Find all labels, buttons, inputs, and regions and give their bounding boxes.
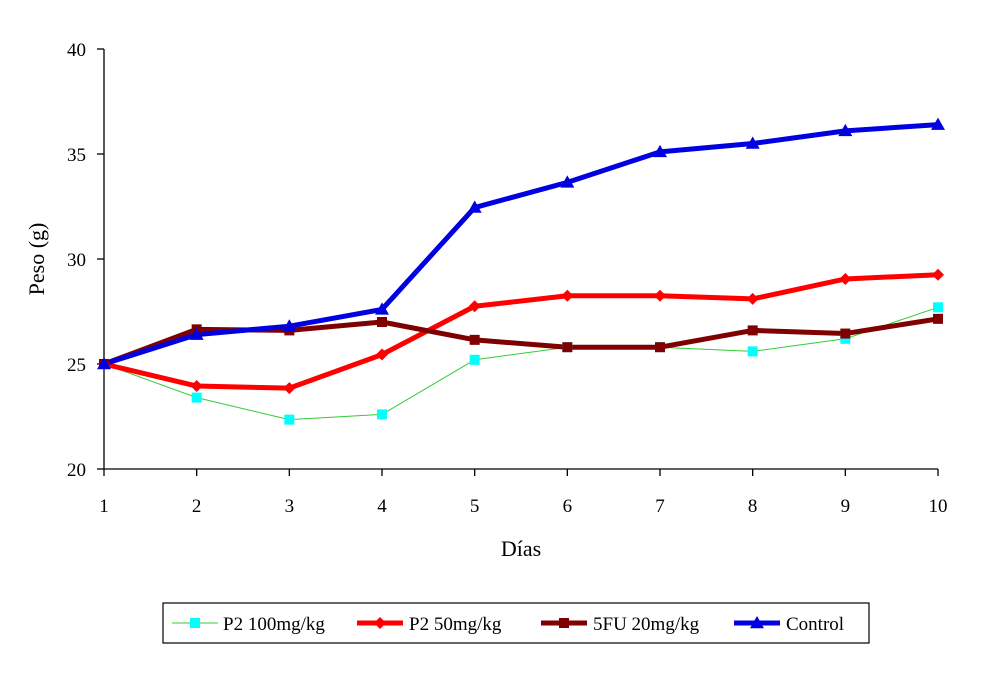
x-tick-label: 9 xyxy=(841,496,851,517)
data-point-p2-50mg-kg xyxy=(468,300,481,313)
data-point-control xyxy=(467,200,482,213)
data-point-control xyxy=(97,357,111,370)
data-point-5fu-20mg-kg xyxy=(377,317,387,327)
data-point-p2-50mg-kg xyxy=(839,272,852,285)
series-line-5fu-20mg-kg xyxy=(103,316,939,367)
legend-label: P2 50mg/kg xyxy=(409,614,502,635)
data-point-p2-100mg-kg xyxy=(377,409,387,420)
data-point-p2-100mg-kg xyxy=(469,354,480,365)
series-line-control xyxy=(103,122,939,367)
legend-item-p2-50mg-kg: P2 50mg/kg xyxy=(357,614,502,635)
legend-item-5fu-20mg-kg: 5FU 20mg/kg xyxy=(541,614,700,635)
x-tick-label: 2 xyxy=(192,496,202,517)
legend-marker xyxy=(559,618,569,628)
legend-label: 5FU 20mg/kg xyxy=(593,614,700,635)
series-line-p2-50mg-kg xyxy=(103,272,939,391)
y-tick-label: 40 xyxy=(67,40,86,61)
data-point-control xyxy=(653,144,667,158)
data-point-p2-100mg-kg xyxy=(284,414,295,425)
legend-item-p2-100mg-kg: P2 100mg/kg xyxy=(172,614,325,635)
y-tick-label: 20 xyxy=(67,460,86,481)
data-point-5fu-20mg-kg xyxy=(933,313,943,324)
x-ticks: 1 2 3 4 5 6 7 8 9 10 xyxy=(99,469,948,517)
legend-label: P2 100mg/kg xyxy=(223,614,325,635)
data-point-p2-50mg-kg xyxy=(561,289,574,302)
data-point-p2-50mg-kg xyxy=(932,268,944,281)
series-markers xyxy=(97,117,945,425)
data-point-5fu-20mg-kg xyxy=(655,342,665,353)
data-point-control xyxy=(931,117,945,130)
x-tick-label: 5 xyxy=(470,496,480,517)
legend-marker xyxy=(374,617,386,629)
data-point-control xyxy=(745,136,760,149)
x-tick-label: 1 xyxy=(99,496,109,517)
data-point-p2-100mg-kg xyxy=(933,302,943,313)
x-tick-label: 8 xyxy=(748,496,758,517)
data-point-p2-50mg-kg xyxy=(283,382,296,395)
legend-label: Control xyxy=(786,614,844,635)
data-point-p2-50mg-kg xyxy=(376,348,388,361)
data-point-p2-50mg-kg xyxy=(190,380,203,393)
legend-item-control: Control xyxy=(734,614,844,635)
y-axis-title: Peso (g) xyxy=(24,223,49,296)
y-tick-label: 25 xyxy=(67,355,86,376)
y-ticks: 20 25 30 35 40 xyxy=(67,40,104,481)
data-point-5fu-20mg-kg xyxy=(840,328,851,339)
x-tick-label: 4 xyxy=(377,496,387,517)
legend-marker xyxy=(750,616,764,629)
data-point-p2-50mg-kg xyxy=(654,289,666,302)
y-tick-label: 30 xyxy=(67,250,86,271)
legend: P2 100mg/kg P2 50mg/kg 5FU 20mg/kg Control xyxy=(162,602,870,644)
x-tick-label: 10 xyxy=(929,496,948,517)
data-point-5fu-20mg-kg xyxy=(747,325,758,336)
data-point-control xyxy=(282,319,297,332)
series-lines xyxy=(103,122,939,421)
data-point-control xyxy=(189,327,204,340)
data-point-control xyxy=(375,302,389,315)
data-point-p2-100mg-kg xyxy=(747,346,758,357)
data-point-p2-100mg-kg xyxy=(191,392,202,403)
data-point-control xyxy=(838,123,853,137)
x-tick-label: 3 xyxy=(285,496,295,517)
x-tick-label: 6 xyxy=(563,496,573,517)
legend-marker xyxy=(190,618,200,628)
x-tick-label: 7 xyxy=(655,496,665,517)
data-point-5fu-20mg-kg xyxy=(469,334,480,345)
data-point-5fu-20mg-kg xyxy=(562,342,573,353)
axes xyxy=(103,49,938,470)
data-point-control xyxy=(560,175,575,188)
series-line-p2-100mg-kg xyxy=(103,306,939,421)
data-point-p2-100mg-kg xyxy=(840,333,851,344)
x-axis-title: Días xyxy=(501,536,541,561)
data-point-p2-50mg-kg xyxy=(746,292,759,305)
y-tick-label: 35 xyxy=(67,145,86,166)
